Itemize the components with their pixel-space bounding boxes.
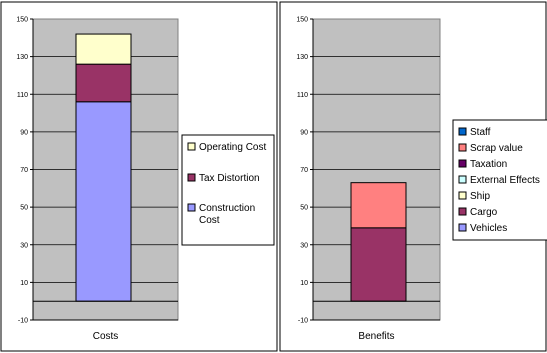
- category-label: Benefits: [358, 331, 394, 342]
- legend-label: Staff: [470, 127, 491, 138]
- y-tick-label: 110: [297, 92, 308, 99]
- legend-swatch: [458, 175, 467, 184]
- category-label: Costs: [93, 331, 119, 342]
- y-tick-label: -10: [298, 318, 308, 325]
- legend-swatch: [187, 173, 196, 182]
- legend-label: External Effects: [470, 175, 540, 186]
- bar-segment: [75, 63, 132, 103]
- benefits-chart: 150 130 110 90 70 50 30 10 -10 Benefits Staff Scrap…: [296, 17, 547, 342]
- y-tick-label: 150: [296, 17, 308, 24]
- y-tick-label: 130: [16, 54, 28, 61]
- bar-segment: [350, 182, 407, 229]
- y-tick-label: 30: [20, 242, 28, 249]
- bar-segment: [75, 33, 132, 65]
- legend-label: Cost: [199, 215, 220, 226]
- y-tick-label: 110: [17, 92, 28, 99]
- y-tick-label: 90: [20, 129, 28, 136]
- bar-segment: [75, 101, 132, 302]
- legend-label: Tax Distortion: [199, 173, 260, 184]
- legend-label: Operating Cost: [199, 142, 266, 153]
- y-tick-label: 30: [300, 242, 308, 249]
- y-tick-label: 10: [20, 280, 28, 287]
- y-tick-label: 70: [20, 167, 28, 174]
- costs-chart: 150 130 110 90 70 50 30 10 -10 Costs Operating Cos…: [16, 17, 275, 342]
- y-tick-label: 90: [300, 129, 308, 136]
- bar-segment: [350, 227, 407, 302]
- legend-swatch: [458, 159, 467, 168]
- y-tick-label: 70: [300, 167, 308, 174]
- legend-swatch: [458, 191, 467, 200]
- legend-swatch: [187, 142, 196, 151]
- legend-label: Construction: [199, 203, 255, 214]
- legend-swatch: [458, 207, 467, 216]
- legend-label: Cargo: [470, 207, 498, 218]
- legend-label: Vehicles: [470, 223, 507, 234]
- y-tick-label: 130: [296, 54, 308, 61]
- y-tick-label: 50: [20, 205, 28, 212]
- legend-swatch: [458, 223, 467, 232]
- y-tick-label: -10: [18, 318, 28, 325]
- y-tick-label: 50: [300, 205, 308, 212]
- legend-label: Ship: [470, 191, 490, 202]
- legend-label: Scrap value: [470, 143, 523, 154]
- y-tick-label: 150: [16, 17, 28, 24]
- legend-swatch: [187, 203, 196, 212]
- legend-box: [452, 119, 547, 241]
- legend-box: [181, 134, 275, 246]
- y-tick-label: 10: [300, 280, 308, 287]
- legend-swatch: [458, 143, 467, 152]
- legend-label: Taxation: [470, 159, 507, 170]
- legend-swatch: [458, 127, 467, 136]
